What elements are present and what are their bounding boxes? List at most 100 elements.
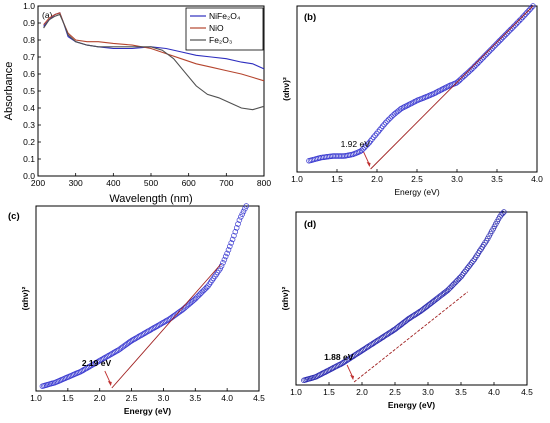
data-point [519,14,526,21]
data-point [139,331,146,338]
y-tick-label: 0.4 [23,103,35,113]
data-point [467,68,473,74]
x-tick-label: 2.5 [126,393,138,403]
data-point [383,332,389,338]
arrow-head [366,162,371,167]
data-point [192,295,199,302]
x-axis-label: Energy (eV) [388,400,435,410]
data-point [364,141,371,148]
data-point [146,327,152,334]
data-point [229,236,236,243]
data-point [349,354,355,360]
data-point [131,336,137,343]
data-point [94,359,100,365]
data-point [199,288,206,295]
data-point [515,19,521,25]
band-gap-label: 1.88 eV [324,352,354,362]
plot-frame [35,205,260,392]
data-point [510,23,517,30]
data-point [150,325,156,332]
data-point [95,358,102,365]
x-tick-label: 1.0 [30,393,42,403]
data-point [459,272,466,278]
data-point [462,268,468,275]
y-tick-label: 0.2 [23,137,35,147]
x-tick-label: 1.0 [290,387,302,397]
data-point [374,337,381,344]
y-axis-label: (αhν)² [280,287,290,311]
data-point [522,11,529,17]
data-point [357,348,364,355]
data-point [415,310,421,316]
data-point [497,37,503,44]
panel-label: (a) [42,10,53,20]
data-point [387,115,393,121]
data-point [385,116,392,123]
data-point [97,357,103,364]
data-point [222,253,229,260]
arrow-head [350,375,355,380]
data-point [378,125,384,131]
data-point [231,232,237,239]
legend-box [185,7,264,51]
data-point [476,59,482,65]
panel-label: (c) [8,211,20,222]
data-point [506,28,512,35]
data-point [405,316,412,322]
data-point [368,341,374,348]
data-point [479,56,485,62]
y-tick-label: 0.8 [23,35,35,45]
x-tick-label: 3.0 [451,174,463,184]
data-point [471,63,478,70]
data-point [82,366,88,372]
data-point [365,343,372,350]
x-tick-label: 600 [182,178,196,188]
data-point [411,312,417,319]
data-point [155,322,162,328]
data-point [459,74,466,81]
data-point [463,266,470,273]
data-point [525,8,532,14]
data-point [483,51,490,58]
data-point [358,348,365,354]
x-tick-label: 3.0 [422,387,434,397]
data-point [513,20,520,27]
data-point [409,313,416,319]
x-tick-label: 2.0 [371,174,383,184]
data-point [243,203,250,209]
data-point [377,335,384,342]
data-point [128,338,135,344]
x-tick-label: 3.0 [158,393,170,403]
y-axis-label: (αhν)² [281,77,291,101]
x-tick-label: 3.5 [455,387,467,397]
data-point [127,339,133,345]
data-point [407,315,413,321]
data-point [412,311,419,318]
data-point [370,134,377,140]
x-tick-label: 500 [144,178,158,188]
data-point [494,40,500,47]
data-point [379,123,386,129]
data-point [381,121,387,128]
data-point [381,333,388,339]
data-point [370,340,377,346]
x-axis-label: Energy (eV) [124,406,171,416]
data-point [458,76,464,82]
data-point [450,282,456,288]
data-point [376,336,382,343]
data-point [165,316,172,323]
data-point [388,113,395,120]
plot-frame [296,5,538,173]
data-point [456,275,463,281]
data-point [507,27,514,33]
y-tick-label: 0.3 [23,120,35,130]
y-tick-label: 0.9 [23,18,35,28]
data-point [224,250,230,257]
plot-frame [295,211,528,386]
data-point [337,361,343,368]
data-point [99,356,106,362]
data-point [361,346,368,352]
data-point [352,352,358,358]
data-point [79,368,85,374]
